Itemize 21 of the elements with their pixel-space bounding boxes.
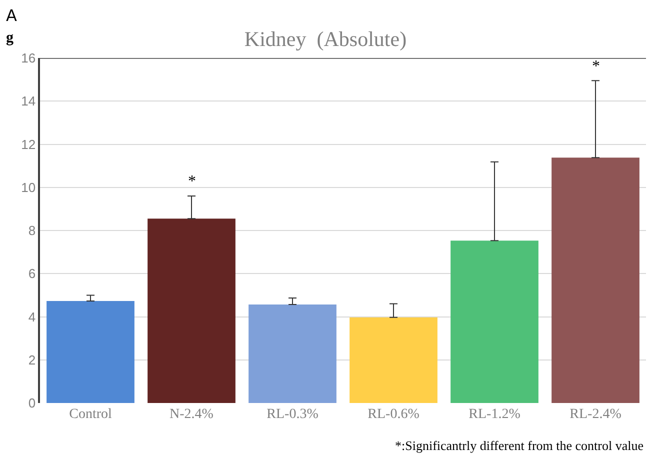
y-tick-label: 4 bbox=[28, 309, 36, 324]
y-tick-label: 0 bbox=[28, 396, 36, 411]
y-tick-label: 12 bbox=[21, 136, 36, 152]
y-tick-label: 6 bbox=[28, 266, 36, 282]
y-tick-label: 10 bbox=[21, 180, 36, 195]
x-tick-label: Control bbox=[69, 407, 112, 422]
x-tick-label: RL-2.4% bbox=[570, 407, 622, 422]
text: A bbox=[6, 6, 17, 25]
chart-title: Kidney (Absolute) bbox=[244, 26, 407, 51]
x-tick-label: N-2.4% bbox=[170, 407, 214, 422]
x-tick-label: RL-0.3% bbox=[266, 407, 319, 422]
x-tick-label: RL-1.2% bbox=[468, 407, 521, 422]
y-tick-label: 14 bbox=[21, 94, 36, 109]
x-tick-label: RL-0.6% bbox=[368, 407, 420, 422]
y-tick-label: 2 bbox=[28, 352, 36, 368]
annotation: * bbox=[592, 58, 600, 75]
y-tick-label: 8 bbox=[28, 223, 36, 238]
y-tick-label: 16 bbox=[21, 50, 36, 66]
annotation: * bbox=[188, 173, 196, 190]
text: *:Significantrly different from the control value bbox=[395, 438, 644, 453]
y-axis-title: g bbox=[6, 30, 14, 46]
